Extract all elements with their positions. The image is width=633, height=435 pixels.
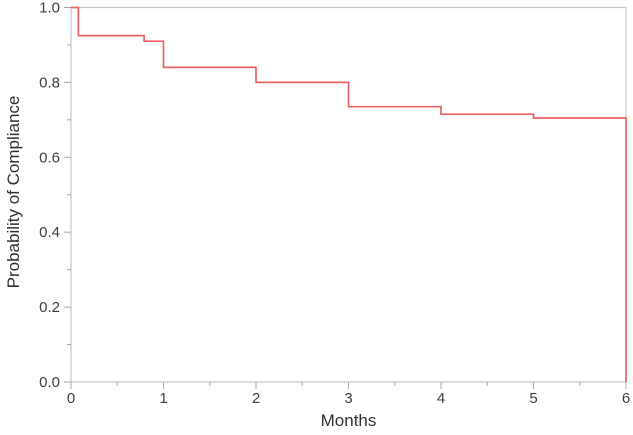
y-tick-label: 1.0 [39, 0, 60, 17]
y-tick-label: 0.2 [39, 299, 60, 316]
y-tick-label: 0.0 [39, 374, 60, 391]
x-tick-label: 4 [437, 390, 445, 407]
y-tick-label: 0.4 [39, 224, 60, 241]
survival-curve [71, 6, 627, 382]
x-tick-label: 1 [159, 390, 167, 407]
y-axis-ticks: 0.0 0.2 0.4 0.6 0.8 1.0 [39, 0, 71, 391]
y-tick-label: 0.6 [39, 149, 60, 166]
x-axis-title: Months [321, 411, 377, 430]
y-axis-title: Probability of Compliance [4, 96, 23, 289]
x-tick-label: 2 [252, 390, 260, 407]
x-tick-label: 6 [622, 390, 630, 407]
y-tick-label: 0.8 [39, 74, 60, 91]
x-tick-label: 0 [67, 390, 75, 407]
plot-frame [70, 6, 627, 383]
x-tick-label: 3 [344, 390, 352, 407]
x-axis-ticks: 0 1 2 3 4 5 6 [67, 382, 630, 407]
x-tick-label: 5 [529, 390, 537, 407]
